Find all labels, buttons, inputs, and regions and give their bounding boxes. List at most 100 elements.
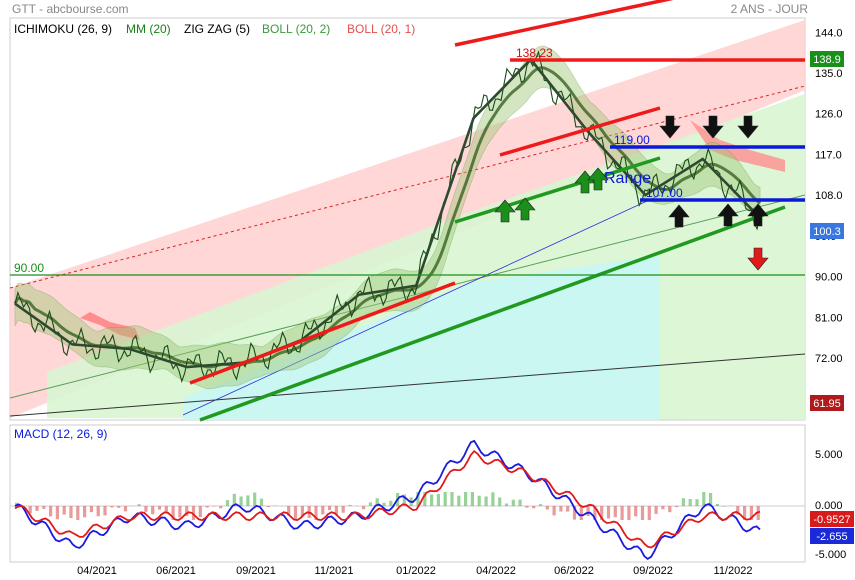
price-tick: 72.00 xyxy=(815,353,843,365)
high-level-label: 138.23 xyxy=(516,46,553,60)
macd-hist-bar xyxy=(253,492,257,506)
price-tick: 108.0 xyxy=(815,190,843,202)
macd-hist-bar xyxy=(477,495,481,506)
green-lower-trend xyxy=(199,205,786,422)
macd-hist-bar xyxy=(76,506,80,520)
macd-hist-bar xyxy=(545,506,549,510)
range-bottom-label: 107.00 xyxy=(646,186,683,200)
macd-hist-bar xyxy=(389,500,393,506)
macd-hist-bar xyxy=(402,494,406,506)
macd-hist-bar xyxy=(191,506,196,520)
macd-hist-bar xyxy=(348,504,352,506)
period-label: 2 ANS - JOUR xyxy=(731,2,809,16)
macd-value-badge xyxy=(810,528,854,544)
price-tick: 90.00 xyxy=(815,272,843,284)
time-tick: 09/2022 xyxy=(633,565,673,577)
macd-hist-bar xyxy=(722,506,726,507)
macd-hist-bar xyxy=(144,506,148,512)
macd-hist-bar xyxy=(566,506,570,512)
macd-hist-bar xyxy=(538,504,543,506)
macd-hist-bar xyxy=(293,506,298,519)
black-down-arrow-0 xyxy=(659,115,681,139)
macd-hist-bar xyxy=(532,506,536,509)
legend-ichimoku: ICHIMOKU (26, 9) xyxy=(14,22,112,36)
macd-hist-bar xyxy=(668,506,672,513)
site-title: GTT - abcbourse.com xyxy=(12,2,128,16)
macd-hist-bar xyxy=(736,506,740,515)
macd-hist-bar xyxy=(436,493,440,506)
macd-hist-bar xyxy=(715,503,719,506)
macd-hist-bar xyxy=(688,499,692,506)
macd-hist-bar xyxy=(416,492,420,506)
green-up-arrow-1 xyxy=(514,197,536,221)
legend-zigzag: ZIG ZAG (5) xyxy=(184,22,250,36)
legend-boll-1: BOLL (20, 1) xyxy=(347,22,415,36)
macd-hist-bar xyxy=(49,506,53,517)
time-axis: 04/2021 06/2021 09/2021 11/2021 01/2022 04/20… xyxy=(77,565,752,577)
macd-hist-bar xyxy=(164,506,168,514)
range-top-label: 119.00 xyxy=(614,133,650,147)
support-level-label: 90.00 xyxy=(14,261,44,275)
macd-hist-bar xyxy=(266,506,270,507)
last-price-value: 138.9 xyxy=(813,54,841,66)
macd-hist-bar xyxy=(681,498,685,506)
boll-lower-badge xyxy=(810,395,844,411)
macd-hist-bar xyxy=(654,506,658,514)
macd-hist-bar xyxy=(341,506,345,513)
macd-hist-bar xyxy=(593,506,597,520)
macd-hist-bar xyxy=(552,506,556,516)
red-upper-trend xyxy=(499,106,661,157)
macd-hist-bar xyxy=(504,503,509,506)
macd-hist-bar xyxy=(640,506,645,520)
macd-hist-bar xyxy=(586,506,590,516)
price-tick: 117.0 xyxy=(815,149,842,161)
macd-hist-bar xyxy=(627,506,631,520)
range-text: Range xyxy=(604,170,651,187)
macd-hist-bar xyxy=(239,496,243,506)
macd-hist-bar xyxy=(511,499,515,506)
macd-hist-bar xyxy=(709,493,713,506)
macd-hist-bar xyxy=(423,492,427,506)
macd-hist-bar xyxy=(470,492,474,506)
black-up-arrow-1 xyxy=(717,203,739,227)
macd-hist-bar xyxy=(205,506,209,508)
macd-hist-bar xyxy=(178,506,182,518)
red-down-arrow xyxy=(747,247,769,271)
red-top-trend xyxy=(454,0,674,47)
macd-hist-bar xyxy=(96,506,100,517)
macd-hist-bar xyxy=(443,492,447,506)
macd-hist-bar xyxy=(28,506,32,514)
macd-hist-bar xyxy=(321,506,325,515)
macd-hist-bar xyxy=(484,496,488,506)
macd-hist-bar xyxy=(300,506,304,517)
macd-hist-bar xyxy=(171,506,175,520)
price-tick: 135.0 xyxy=(815,68,843,80)
macd-hist-bar xyxy=(620,506,624,520)
macd-hist-bar xyxy=(702,492,706,506)
signal-value: -0.9527 xyxy=(813,514,850,526)
macd-hist-bar xyxy=(518,499,522,506)
macd-tick-top: 5.000 xyxy=(815,449,843,461)
macd-hist-bar xyxy=(246,495,250,506)
macd-hist-bar xyxy=(287,506,291,516)
macd-hist-bar xyxy=(157,506,162,510)
macd-hist-bar xyxy=(69,506,73,519)
signal-line xyxy=(14,449,761,549)
macd-hist-bar xyxy=(89,506,93,513)
macd-hist-bar xyxy=(151,506,155,515)
legend-boll-2: BOLL (20, 2) xyxy=(262,22,330,36)
macd-panel-frame xyxy=(9,424,806,563)
last-price-badge xyxy=(810,51,844,67)
macd-hist-bar xyxy=(273,505,277,506)
macd-line xyxy=(14,439,761,560)
macd-hist-bar xyxy=(613,506,617,518)
macd-hist-bar xyxy=(743,506,747,520)
macd-hist-bar xyxy=(55,506,59,520)
ichimoku-cloud-early xyxy=(80,312,140,340)
macd-hist-bar xyxy=(675,506,679,508)
macd-hist-bar xyxy=(695,499,699,506)
macd-hist-bar xyxy=(606,506,611,519)
macd-hist-bar xyxy=(117,506,121,508)
black-long-trend xyxy=(9,353,806,417)
